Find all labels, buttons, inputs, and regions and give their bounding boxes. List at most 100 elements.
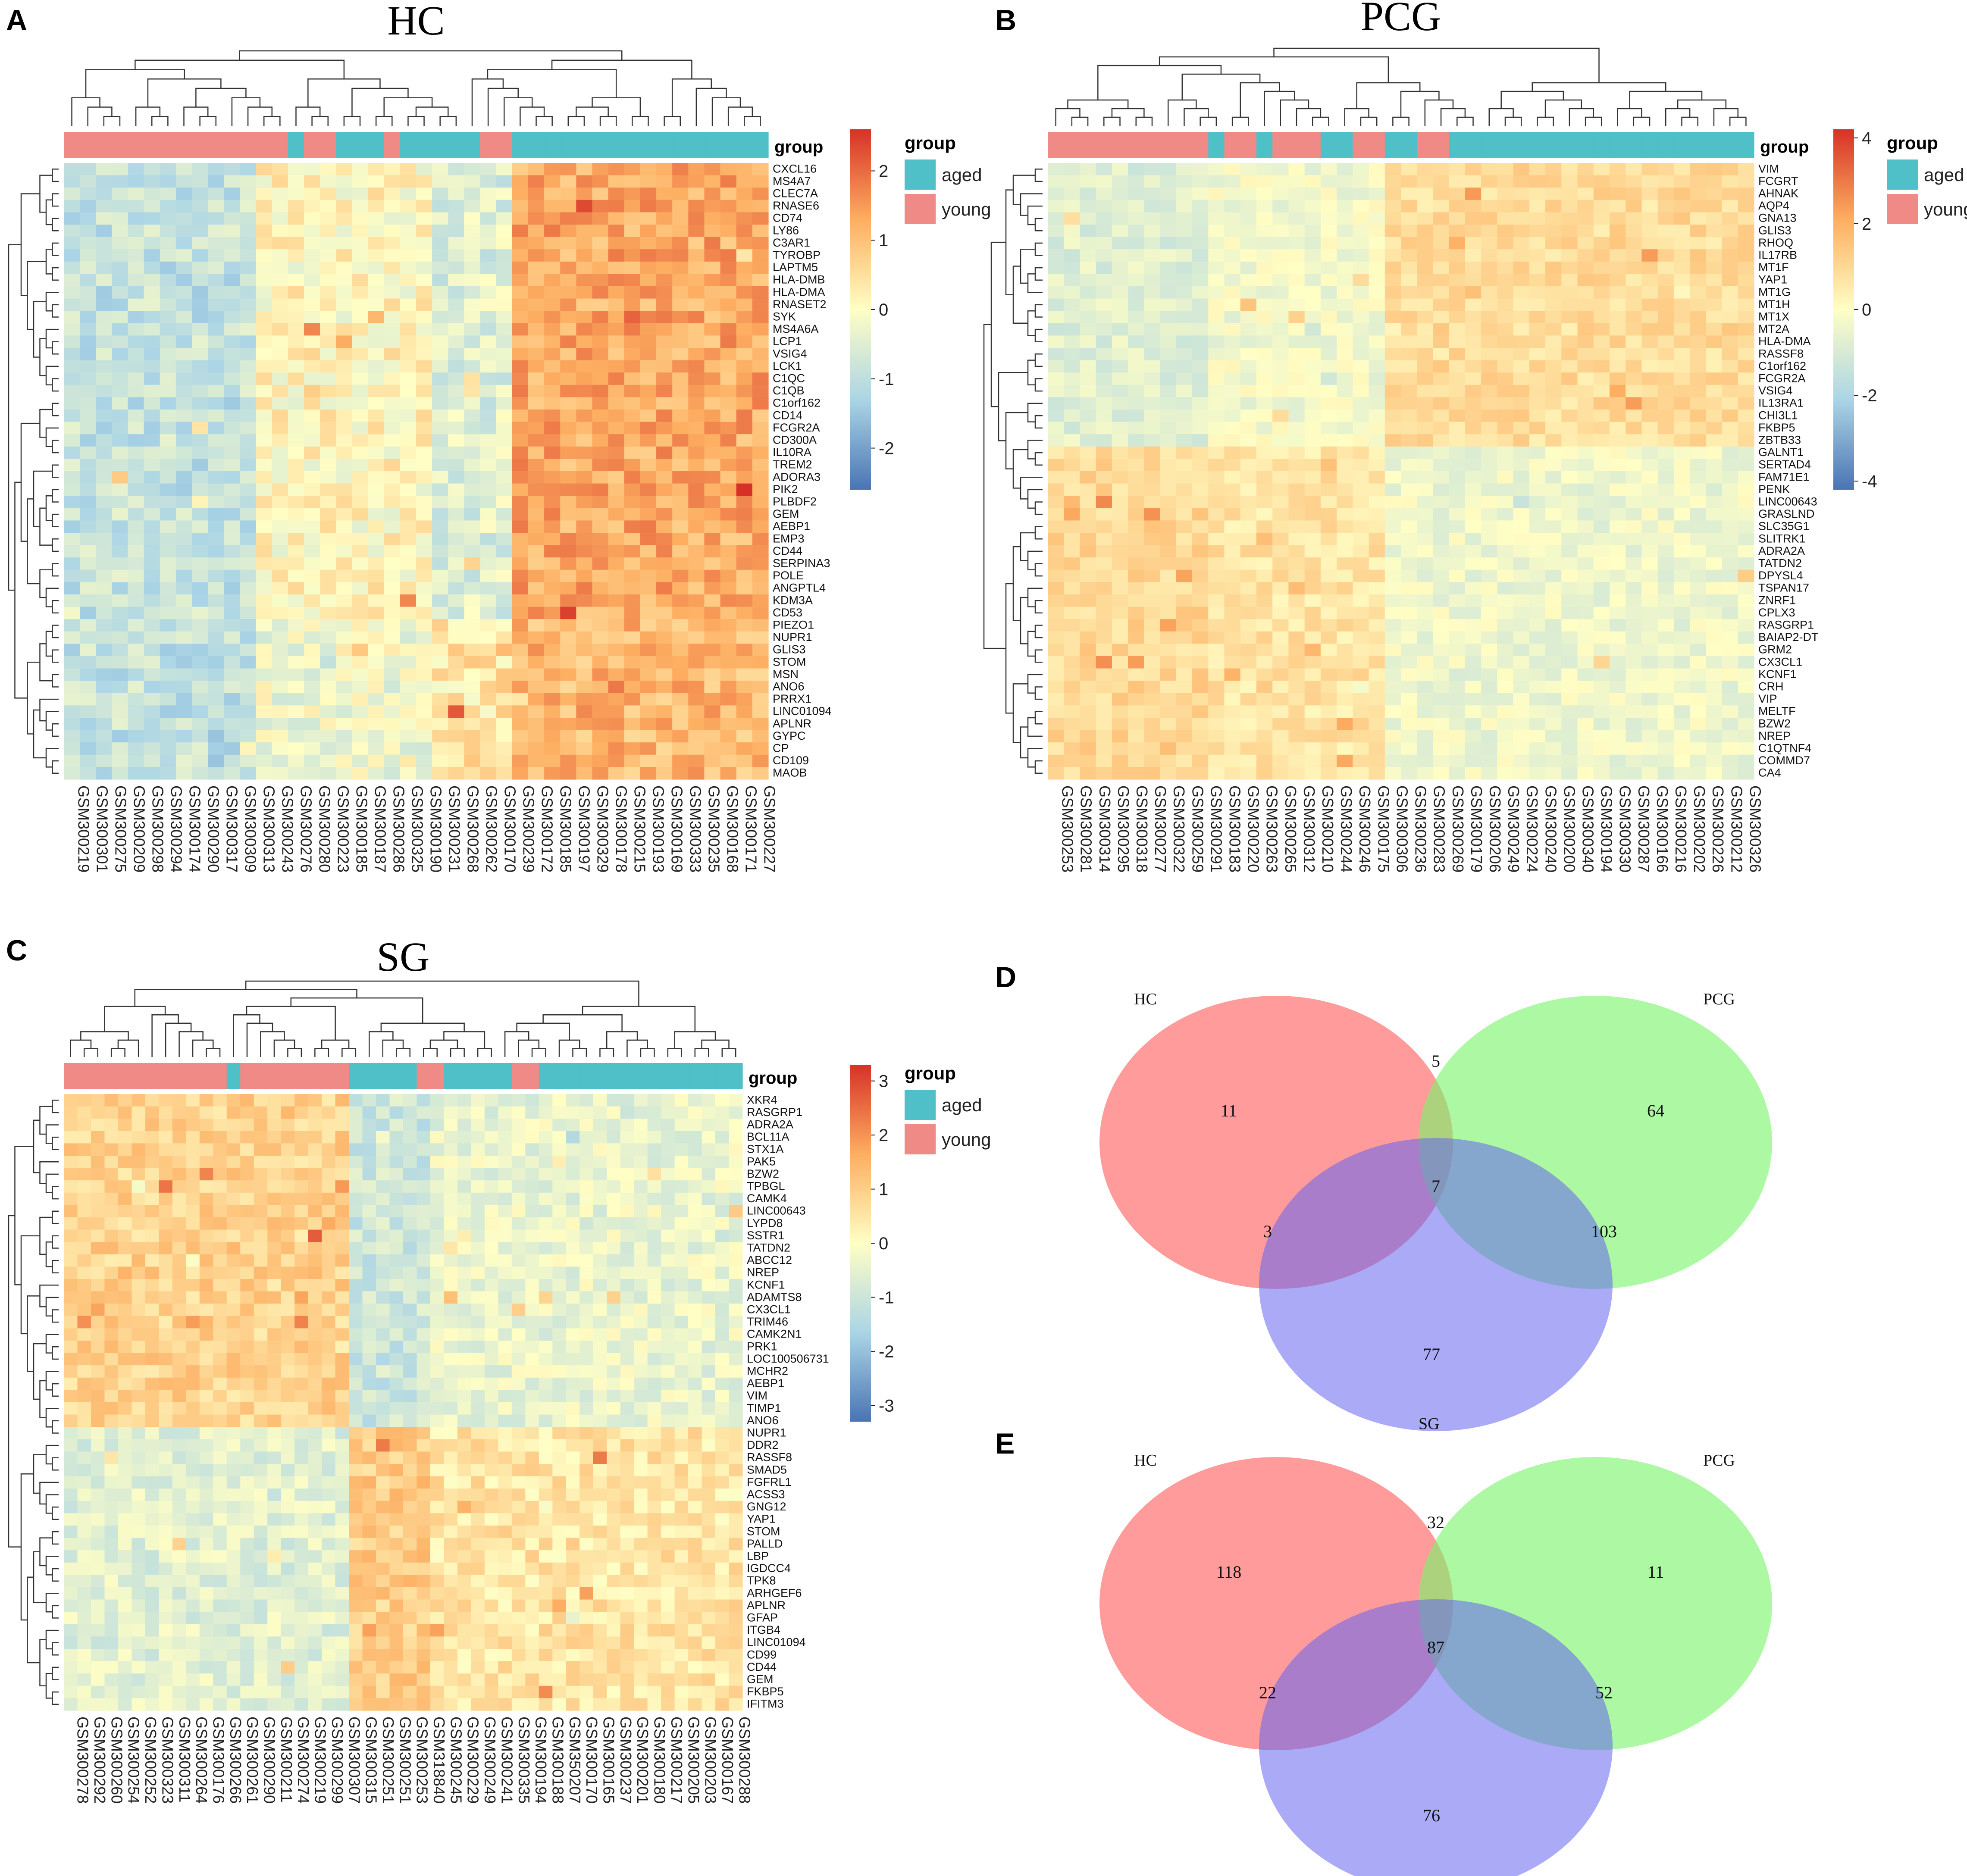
heatmap-cell [672,681,689,694]
heatmap-cell [336,718,353,731]
heatmap-cell [1561,348,1578,361]
heatmap-cell [240,471,257,484]
heatmap-cell [560,200,576,213]
heatmap-cell [1208,360,1225,373]
heatmap-cell [672,422,689,435]
heatmap-cell [1048,225,1064,238]
heatmap-cell [336,360,353,373]
heatmap-cell [1369,594,1385,607]
heatmap-cell [1176,360,1193,373]
heatmap-cell [1529,200,1546,213]
heatmap-cell [1449,261,1466,274]
gene-label: ADORA3 [773,470,821,483]
heatmap-cell [544,754,561,767]
heatmap-cell [1208,607,1225,619]
heatmap-cell [1384,607,1401,619]
heatmap-cell [1224,188,1241,200]
heatmap-cell [1706,557,1723,570]
heatmap-cell [624,372,641,385]
heatmap-cell [352,261,369,274]
heatmap-cell [1064,631,1081,644]
heatmap-cell [1657,446,1674,459]
heatmap-cell [1128,335,1144,348]
heatmap-cell [368,434,385,447]
heatmap-cell [96,520,113,533]
heatmap-cell [624,742,641,755]
heatmap-cell [1337,557,1353,570]
heatmap-cell [576,483,593,496]
heatmap-cell [1417,385,1434,397]
heatmap-cell [1144,200,1161,213]
heatmap-cell [1096,730,1112,743]
heatmap-cell [272,693,288,706]
heatmap-cell [1224,533,1241,546]
gene-label: MT1X [1758,310,1789,323]
heatmap-cell [1481,397,1497,410]
heatmap-cell [1337,410,1353,422]
heatmap-cell [208,754,224,767]
heatmap-cell [640,754,657,767]
heatmap-cell [368,644,385,657]
heatmap-cell [224,508,241,521]
heatmap-cell [208,311,224,324]
heatmap-cell [304,249,320,262]
heatmap-cell [1690,742,1706,755]
heatmap-cell [1064,681,1081,694]
heatmap-cell [1690,249,1706,262]
heatmap-cell [752,668,769,681]
heatmap-cell [1449,693,1466,706]
heatmap-cell [368,459,385,472]
heatmap-cell [736,323,753,336]
heatmap-cell [1048,385,1064,397]
heatmap-cell [1144,594,1161,607]
heatmap-cell [112,767,128,780]
heatmap-cell [1337,459,1353,472]
heatmap-cell [1529,508,1546,521]
heatmap-cell [1722,619,1738,632]
group-annotation-cell [64,1063,78,1089]
heatmap-cell [1112,261,1128,274]
heatmap-cell [144,656,160,669]
heatmap-cell [160,705,176,718]
heatmap-cell [688,607,705,619]
heatmap-cell [1529,705,1546,718]
heatmap-cell [1561,249,1578,262]
sample-label: GSM300231 [446,785,464,872]
heatmap-cell [1369,718,1385,731]
panel-letter: B [995,4,1016,37]
heatmap-cell [1449,225,1466,238]
heatmap-cell [1384,323,1401,336]
heatmap-cell [592,582,609,595]
heatmap-cell [432,594,448,607]
heatmap-cell [144,212,160,225]
heatmap-cell [1353,212,1369,225]
heatmap-cell [1577,225,1594,238]
heatmap-cell [688,533,705,546]
heatmap-cell [512,705,529,718]
heatmap-cell [175,644,192,657]
heatmap-cell [192,372,208,385]
heatmap-cell [640,434,657,447]
heatmap-cell [1738,607,1754,619]
heatmap-cell [352,335,369,348]
heatmap-cell [544,681,561,694]
heatmap-cell [384,656,401,669]
heatmap-cell [272,681,288,694]
heatmap-cell [288,397,304,410]
heatmap-cell [432,348,448,361]
heatmap-cell [1192,754,1209,767]
heatmap-cell [1256,372,1273,385]
heatmap-cell [576,656,593,669]
heatmap-cell [1337,520,1353,533]
heatmap-cell [1706,311,1723,324]
heatmap-cell [1609,693,1626,706]
heatmap-cell [1690,582,1706,595]
heatmap-cell [1417,644,1434,657]
group-annotation-cell [560,132,576,158]
heatmap-cell [1593,520,1610,533]
heatmap-cell [624,631,641,644]
heatmap-cell [560,619,576,632]
heatmap-cell [1417,656,1434,669]
heatmap-cell [1096,200,1112,213]
heatmap-cell [704,496,721,509]
